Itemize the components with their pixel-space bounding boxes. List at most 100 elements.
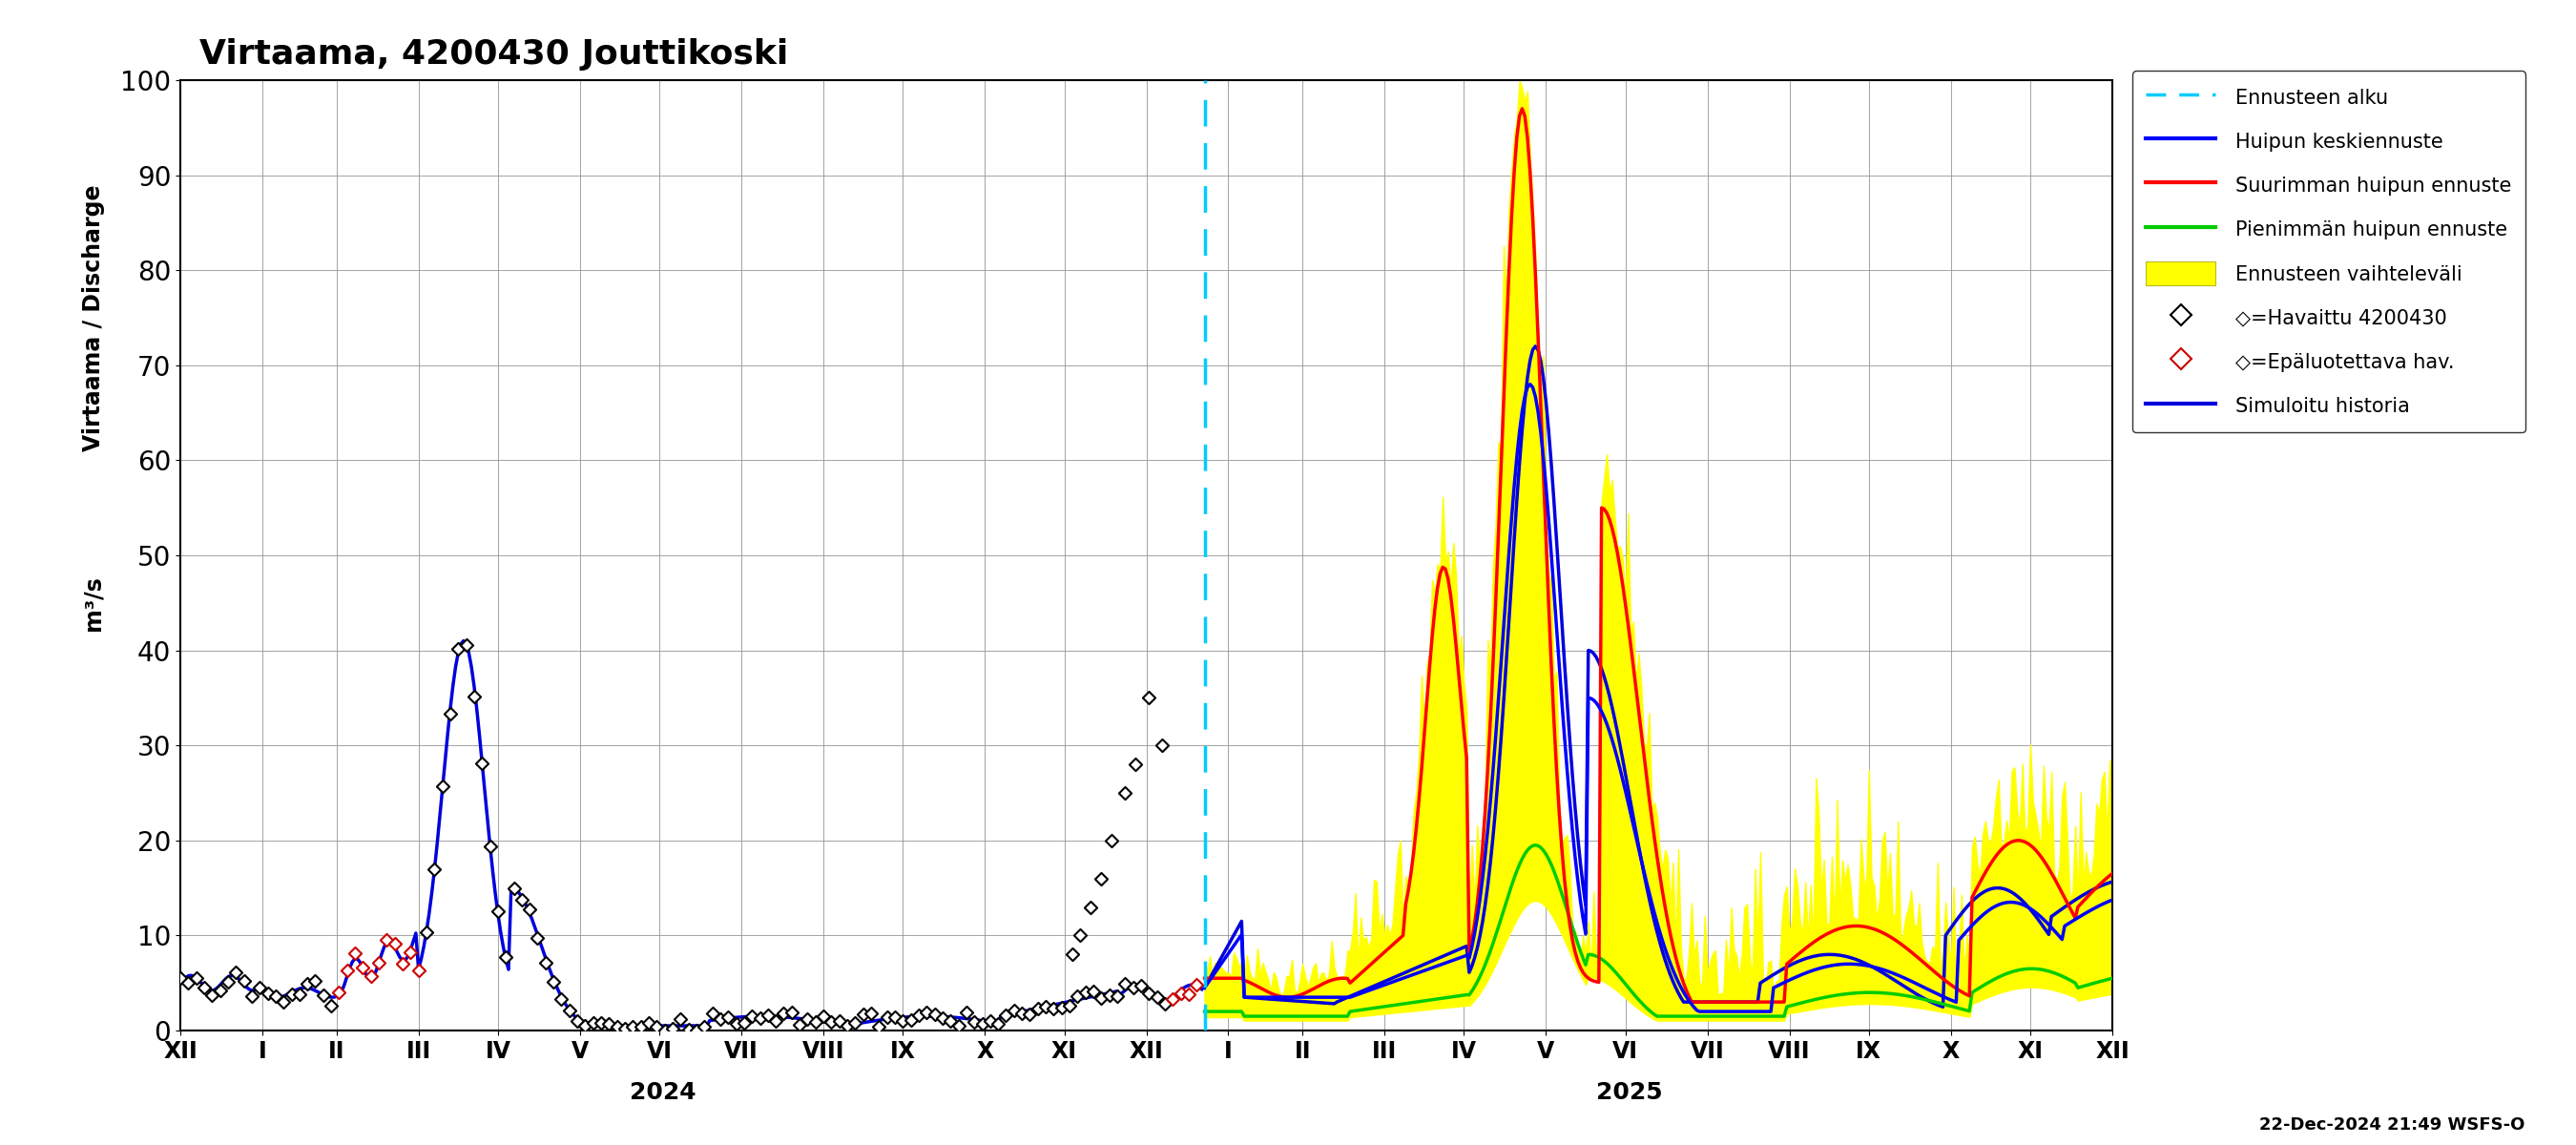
Point	[1059, 926, 1100, 945]
Point	[453, 688, 495, 706]
Point	[953, 1012, 994, 1030]
Point	[1082, 869, 1123, 887]
Point	[1082, 989, 1123, 1008]
Point	[762, 1004, 804, 1022]
Point	[961, 1014, 1002, 1033]
Point	[747, 1005, 788, 1024]
Text: m³/s: m³/s	[82, 575, 106, 631]
Point	[191, 986, 232, 1004]
Point	[866, 1009, 907, 1027]
Point	[598, 1018, 639, 1036]
Point	[206, 972, 247, 990]
Point	[477, 902, 518, 921]
Point	[175, 969, 216, 987]
Point	[580, 1013, 621, 1032]
Point	[1010, 1005, 1051, 1024]
Point	[938, 1017, 979, 1035]
Point	[415, 860, 456, 878]
Point	[778, 1016, 819, 1034]
Point	[1159, 985, 1200, 1003]
Point	[492, 879, 533, 898]
Point	[732, 1008, 773, 1026]
Point	[701, 1010, 742, 1028]
Point	[858, 1018, 899, 1036]
Point	[1069, 898, 1110, 916]
Point	[1097, 987, 1139, 1005]
Legend: Ennusteen alku, Huipun keskiennuste, Suurimman huipun ennuste, Pienimmän huipun : Ennusteen alku, Huipun keskiennuste, Suu…	[2133, 71, 2524, 432]
Point	[1167, 985, 1208, 1003]
Point	[969, 1011, 1010, 1029]
Point	[232, 987, 273, 1005]
Point	[914, 1005, 956, 1024]
Point	[1002, 1004, 1043, 1022]
Point	[526, 954, 567, 972]
Point	[716, 1014, 757, 1033]
Point	[549, 1001, 590, 1019]
Point	[1064, 984, 1105, 1002]
Point	[335, 943, 376, 962]
Text: 2025: 2025	[1597, 1081, 1662, 1104]
Point	[739, 1009, 781, 1027]
Point	[1128, 984, 1170, 1002]
Point	[1018, 1000, 1059, 1018]
Point	[1144, 995, 1185, 1013]
Point	[224, 971, 265, 989]
Point	[327, 961, 368, 979]
Point	[1113, 978, 1154, 996]
Point	[842, 1005, 884, 1024]
Point	[819, 1012, 860, 1030]
Point	[518, 929, 559, 947]
Point	[945, 1003, 987, 1021]
Point	[796, 1012, 837, 1030]
Text: 22-Dec-2024 21:49 WSFS-O: 22-Dec-2024 21:49 WSFS-O	[2259, 1116, 2524, 1134]
Point	[263, 993, 304, 1011]
Point	[1177, 976, 1218, 994]
Text: Virtaama, 4200430 Jouttikoski: Virtaama, 4200430 Jouttikoski	[201, 39, 788, 71]
Point	[422, 776, 464, 795]
Point	[1115, 756, 1157, 774]
Point	[881, 1012, 922, 1030]
Point	[827, 1017, 868, 1035]
Point	[389, 942, 430, 961]
Point	[811, 1013, 853, 1032]
Point	[873, 1008, 914, 1026]
Point	[1051, 946, 1092, 964]
Text: Virtaama / Discharge: Virtaama / Discharge	[82, 184, 106, 451]
Point	[278, 985, 319, 1003]
Point	[358, 954, 399, 972]
Point	[907, 1003, 948, 1021]
Point	[708, 1008, 750, 1026]
Point	[1056, 987, 1097, 1005]
Point	[613, 1018, 654, 1036]
Point	[1025, 997, 1066, 1016]
Point	[1151, 990, 1193, 1009]
Point	[1105, 974, 1146, 993]
Point	[683, 1018, 724, 1036]
Point	[850, 1004, 891, 1022]
Point	[1041, 998, 1082, 1017]
Point	[786, 1010, 827, 1028]
Text: 2024: 2024	[631, 1081, 696, 1104]
Point	[675, 1021, 716, 1040]
Point	[381, 954, 422, 972]
Point	[1141, 736, 1182, 755]
Point	[541, 989, 582, 1008]
Point	[502, 891, 544, 909]
Point	[1090, 986, 1131, 1004]
Point	[216, 964, 258, 982]
Point	[621, 1017, 662, 1035]
Point	[160, 969, 201, 987]
Point	[572, 1013, 613, 1032]
Point	[564, 1017, 605, 1035]
Point	[987, 1006, 1028, 1025]
Point	[804, 1008, 845, 1026]
Point	[644, 1021, 685, 1040]
Point	[1092, 831, 1133, 850]
Point	[461, 755, 502, 773]
Point	[1033, 1000, 1074, 1018]
Point	[1072, 982, 1113, 1001]
Point	[294, 972, 335, 990]
Point	[605, 1019, 647, 1037]
Point	[1128, 688, 1170, 706]
Point	[343, 958, 384, 977]
